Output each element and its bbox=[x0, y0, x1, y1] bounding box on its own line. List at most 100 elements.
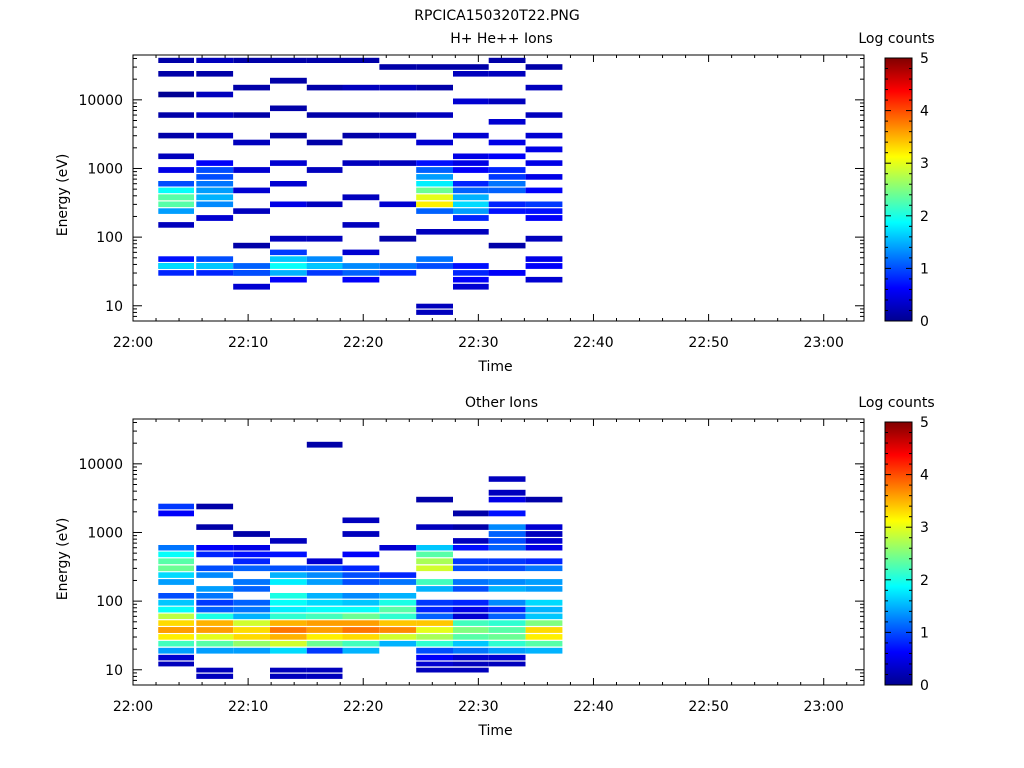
heatmap-cell bbox=[416, 181, 453, 187]
heatmap-cell bbox=[196, 263, 234, 269]
heatmap-cell bbox=[342, 84, 380, 91]
x-tick-label: 23:00 bbox=[804, 335, 844, 351]
heatmap-cell bbox=[306, 667, 343, 673]
plot-frame bbox=[132, 418, 865, 686]
heatmap-cell bbox=[525, 132, 563, 139]
heatmap-cell bbox=[525, 606, 563, 613]
heatmap-cell bbox=[196, 572, 234, 578]
heatmap-cell bbox=[416, 187, 453, 194]
heatmap-cell bbox=[488, 496, 526, 503]
heatmap-cell bbox=[379, 263, 417, 269]
heatmap-cell bbox=[416, 112, 453, 118]
heatmap-cell bbox=[158, 627, 194, 633]
heatmap-cell bbox=[306, 441, 343, 448]
colorbar bbox=[884, 421, 913, 686]
heatmap-cell bbox=[488, 586, 526, 592]
heatmap-cell bbox=[525, 524, 563, 530]
heatmap-cell bbox=[342, 627, 380, 633]
heatmap-cell bbox=[196, 215, 234, 221]
heatmap-cell bbox=[416, 174, 453, 180]
heatmap-cell bbox=[342, 531, 380, 537]
heatmap-cell bbox=[488, 579, 526, 585]
heatmap-cell bbox=[525, 84, 563, 91]
heatmap-cell bbox=[306, 565, 343, 572]
heatmap-cell bbox=[453, 187, 489, 194]
heatmap-cell bbox=[158, 606, 194, 613]
heatmap-cell bbox=[379, 84, 417, 91]
heatmap-cell bbox=[379, 270, 417, 276]
heatmap-cell bbox=[270, 565, 307, 572]
heatmap-cell bbox=[233, 647, 270, 654]
heatmap-cell bbox=[342, 194, 380, 201]
heatmap-cell bbox=[342, 565, 380, 572]
heatmap-cell bbox=[196, 112, 234, 118]
heatmap-cell bbox=[233, 270, 270, 276]
heatmap-cell bbox=[158, 551, 194, 558]
heatmap-cell bbox=[525, 558, 563, 565]
heatmap-cell bbox=[379, 64, 417, 70]
heatmap-cell bbox=[342, 112, 380, 118]
heatmap-cell bbox=[196, 524, 234, 530]
heatmap-cell bbox=[158, 599, 194, 606]
heatmap-cell bbox=[525, 112, 563, 118]
heatmap-cell bbox=[270, 572, 307, 578]
heatmap-cell bbox=[416, 201, 453, 208]
heatmap-cell bbox=[379, 201, 417, 208]
heatmap-cell bbox=[453, 634, 489, 640]
heatmap-cell bbox=[306, 620, 343, 626]
plot-frame bbox=[132, 54, 865, 322]
heatmap-cell bbox=[158, 593, 194, 599]
heatmap-cell bbox=[525, 256, 563, 262]
x-tick-label: 22:30 bbox=[458, 699, 498, 715]
heatmap-cell bbox=[270, 613, 307, 620]
heatmap-cell bbox=[233, 640, 270, 647]
heatmap-cell bbox=[488, 565, 526, 572]
heatmap-cell bbox=[270, 263, 307, 269]
heatmap-cell bbox=[488, 599, 526, 606]
heatmap-cell bbox=[158, 91, 194, 98]
heatmap-cell bbox=[379, 112, 417, 118]
heatmap-cell bbox=[158, 640, 194, 647]
heatmap-cell bbox=[158, 647, 194, 654]
heatmap-cell bbox=[158, 620, 194, 626]
heatmap-cell bbox=[158, 661, 194, 667]
heatmap-cell bbox=[453, 71, 489, 77]
heatmap-cell bbox=[416, 139, 453, 146]
heatmap-cell bbox=[196, 91, 234, 98]
heatmap-cell bbox=[453, 215, 489, 221]
heatmap-cell bbox=[158, 572, 194, 578]
heatmap-cell bbox=[416, 627, 453, 633]
heatmap-cell bbox=[270, 667, 307, 673]
heatmap-cell bbox=[196, 174, 234, 180]
x-tick-label: 22:50 bbox=[688, 699, 728, 715]
heatmap-cell bbox=[453, 194, 489, 201]
heatmap-cell bbox=[233, 599, 270, 606]
heatmap-cell bbox=[158, 132, 194, 139]
heatmap-cell bbox=[196, 599, 234, 606]
heatmap-cell bbox=[196, 545, 234, 551]
x-tick-label: 22:40 bbox=[573, 335, 613, 351]
heatmap-cell bbox=[158, 654, 194, 661]
heatmap-cell bbox=[488, 153, 526, 160]
heatmap-cell bbox=[379, 613, 417, 620]
heatmap-cell bbox=[233, 634, 270, 640]
heatmap-cell bbox=[158, 545, 194, 551]
heatmap-cell bbox=[379, 606, 417, 613]
heatmap-cell bbox=[158, 510, 194, 517]
x-tick-label: 22:50 bbox=[688, 335, 728, 351]
heatmap-cell bbox=[233, 579, 270, 585]
heatmap-cell bbox=[158, 201, 194, 208]
heatmap-cell bbox=[453, 160, 489, 166]
heatmap-cell bbox=[525, 531, 563, 537]
panel-title: Other Ions bbox=[465, 395, 538, 411]
heatmap-cell bbox=[342, 606, 380, 613]
x-tick-label: 22:00 bbox=[113, 699, 153, 715]
heatmap-cell bbox=[233, 84, 270, 91]
heatmap-cell bbox=[306, 640, 343, 647]
heatmap-cell bbox=[196, 640, 234, 647]
heatmap-cell bbox=[158, 634, 194, 640]
heatmap-cell bbox=[196, 667, 234, 673]
heatmap-cell bbox=[270, 593, 307, 599]
heatmap-cells bbox=[158, 57, 563, 315]
heatmap-cell bbox=[488, 181, 526, 187]
